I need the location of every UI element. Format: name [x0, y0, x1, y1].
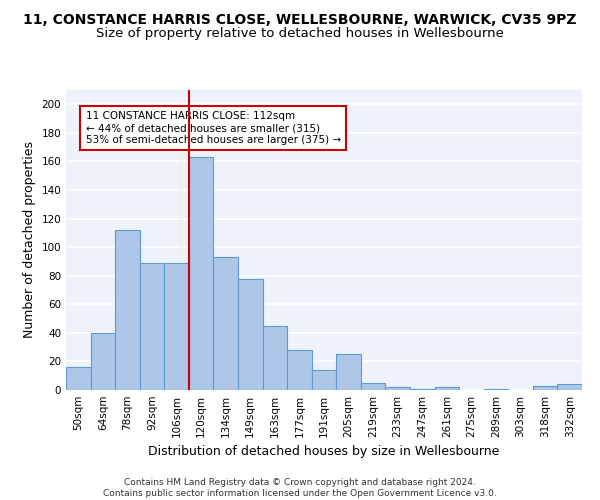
X-axis label: Distribution of detached houses by size in Wellesbourne: Distribution of detached houses by size …: [148, 446, 500, 458]
Bar: [312, 370, 336, 390]
Text: Contains HM Land Registry data © Crown copyright and database right 2024.
Contai: Contains HM Land Registry data © Crown c…: [103, 478, 497, 498]
Bar: [238, 278, 263, 390]
Bar: [385, 387, 410, 390]
Bar: [91, 333, 115, 390]
Bar: [434, 387, 459, 390]
Text: Size of property relative to detached houses in Wellesbourne: Size of property relative to detached ho…: [96, 28, 504, 40]
Bar: [263, 326, 287, 390]
Text: 11 CONSTANCE HARRIS CLOSE: 112sqm
← 44% of detached houses are smaller (315)
53%: 11 CONSTANCE HARRIS CLOSE: 112sqm ← 44% …: [86, 112, 341, 144]
Bar: [361, 383, 385, 390]
Bar: [557, 384, 582, 390]
Bar: [484, 388, 508, 390]
Bar: [410, 388, 434, 390]
Bar: [115, 230, 140, 390]
Bar: [533, 386, 557, 390]
Bar: [189, 157, 214, 390]
Bar: [287, 350, 312, 390]
Bar: [336, 354, 361, 390]
Bar: [66, 367, 91, 390]
Text: 11, CONSTANCE HARRIS CLOSE, WELLESBOURNE, WARWICK, CV35 9PZ: 11, CONSTANCE HARRIS CLOSE, WELLESBOURNE…: [23, 12, 577, 26]
Bar: [214, 257, 238, 390]
Bar: [140, 263, 164, 390]
Bar: [164, 263, 189, 390]
Y-axis label: Number of detached properties: Number of detached properties: [23, 142, 36, 338]
